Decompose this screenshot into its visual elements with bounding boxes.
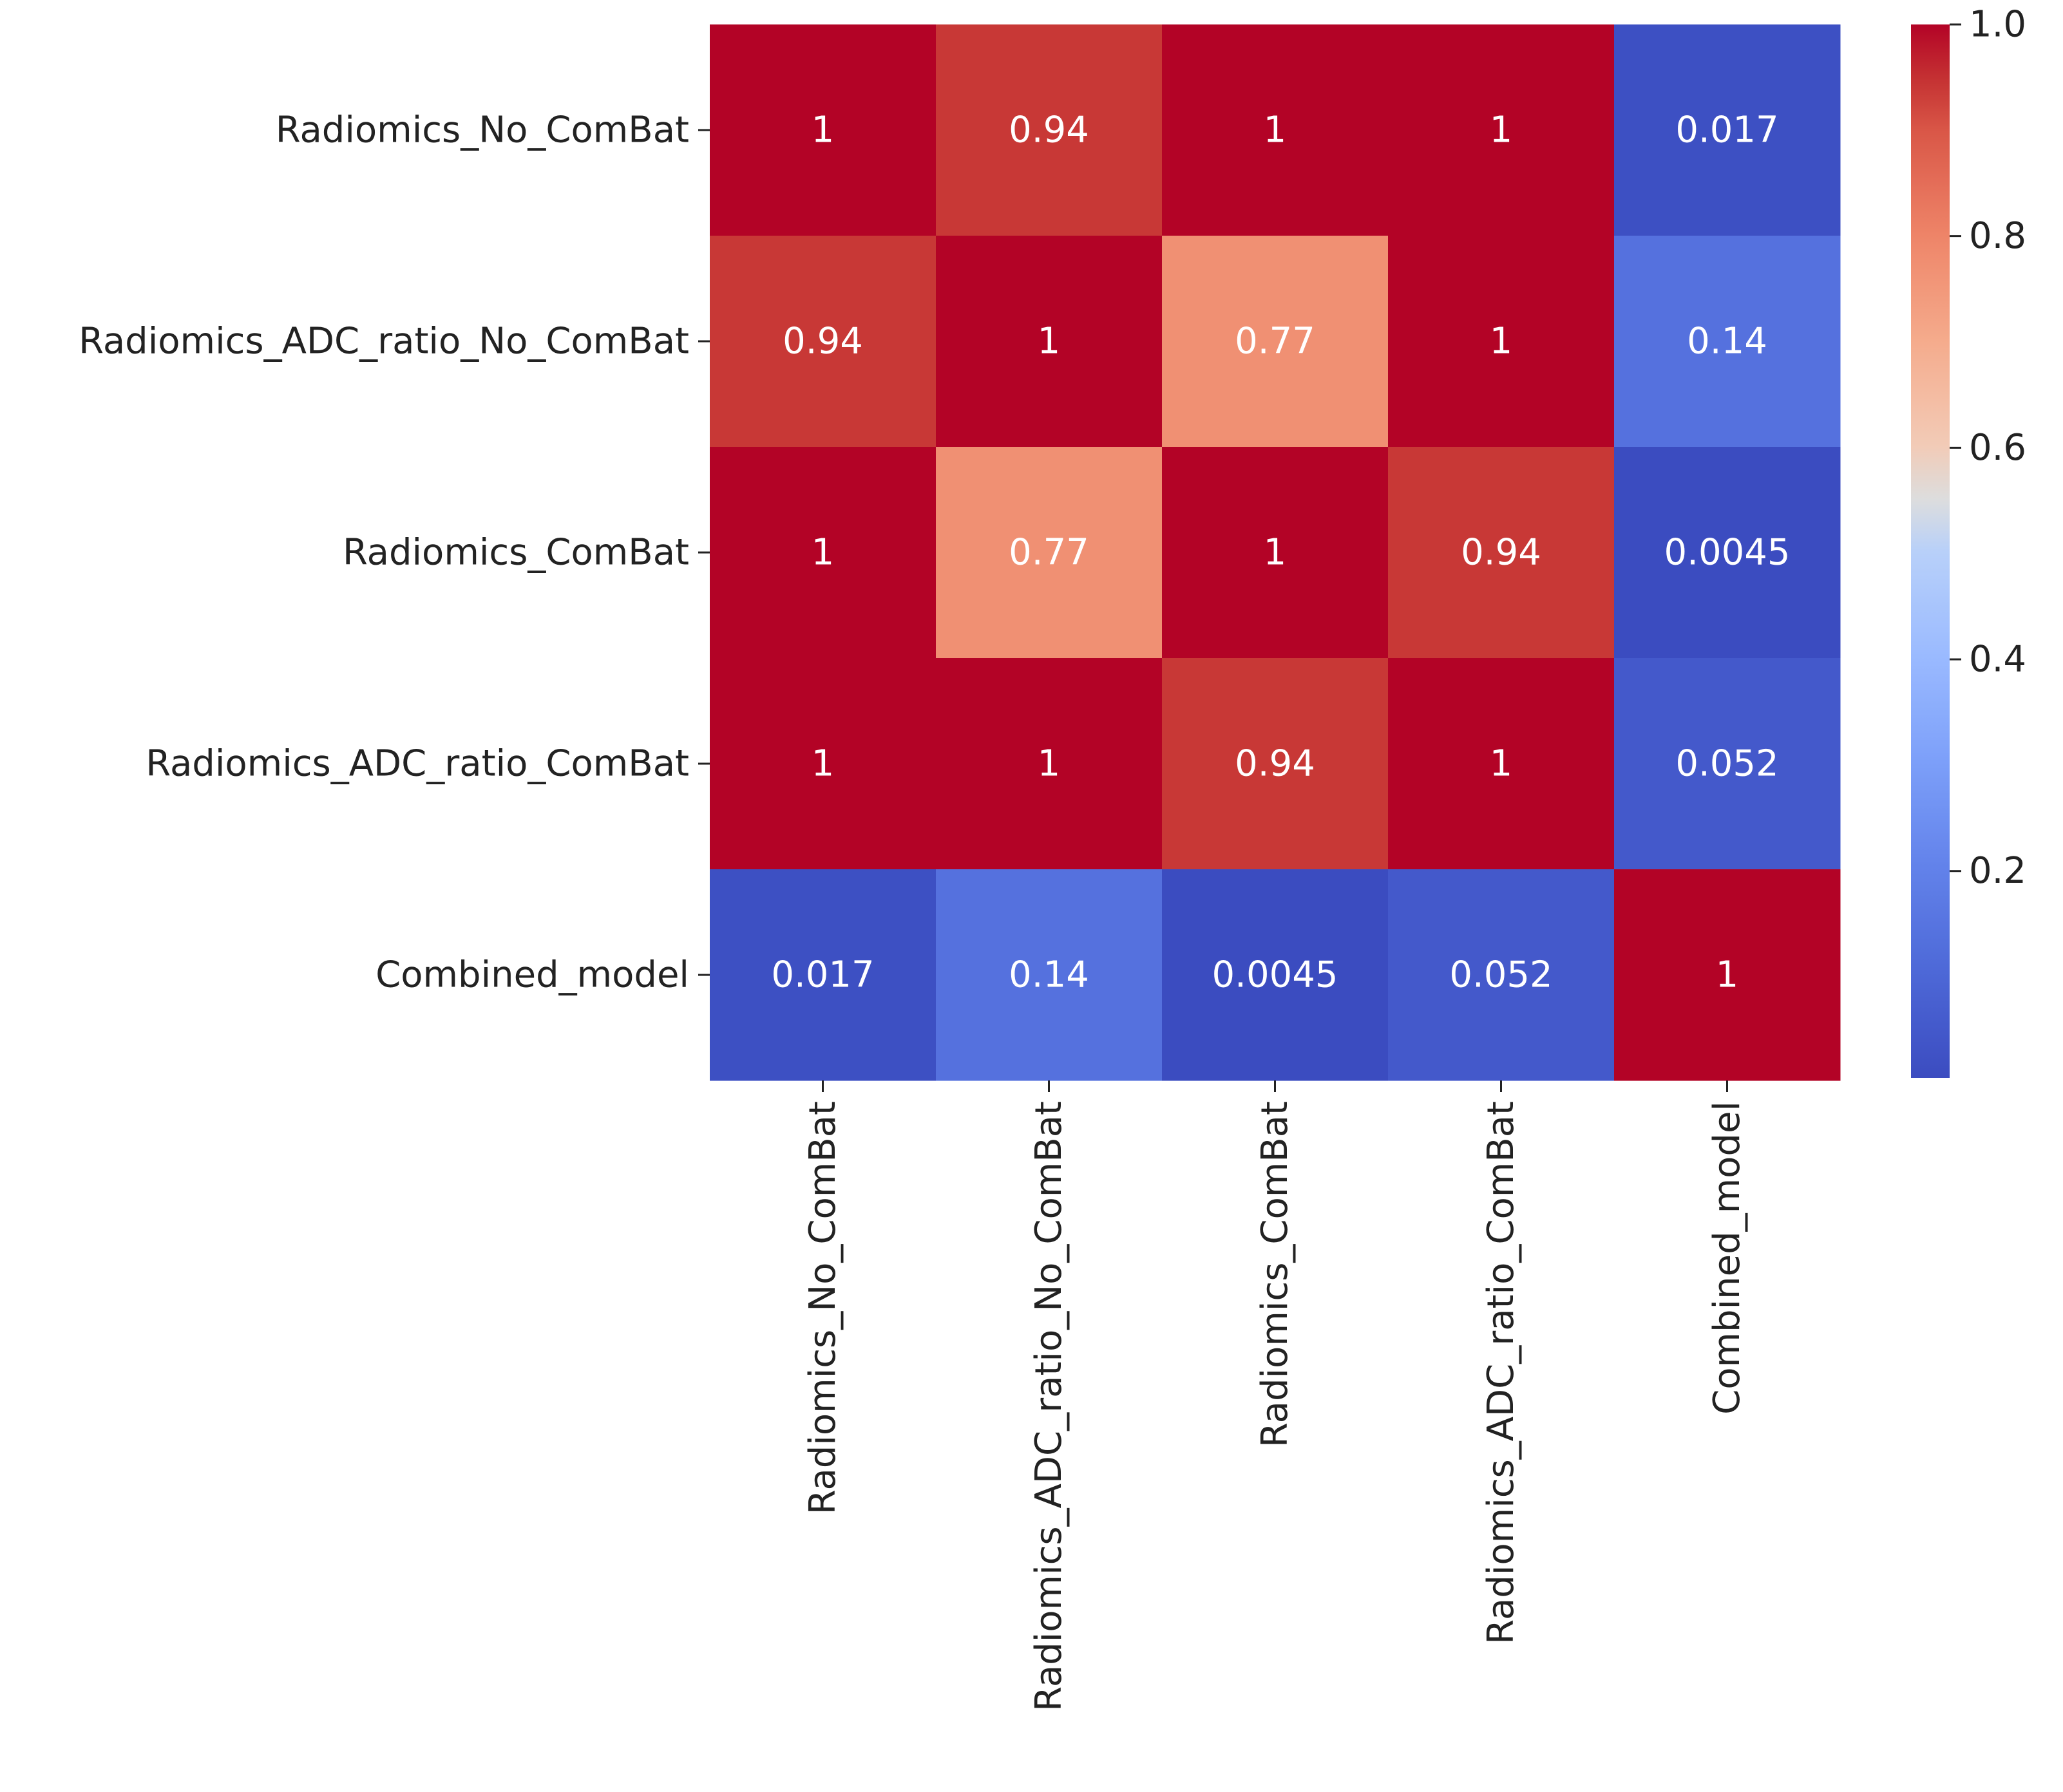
- cell-annotation-r2-c2: 1: [1264, 532, 1287, 574]
- heatmap-cell-r2-c4: [1614, 447, 1841, 659]
- cell-annotation-r4-c4: 1: [1716, 954, 1739, 996]
- heatmap-cell-r0-c3: [1388, 24, 1615, 236]
- cell-annotation-r2-c4: 0.0045: [1664, 532, 1791, 574]
- colorbar-tick-label: 0.2: [1969, 850, 2026, 892]
- heatmap-cell-r1-c2: [1162, 236, 1389, 448]
- y-tick-label: Radiomics_ADC_ratio_No_ComBat: [79, 321, 689, 363]
- heatmap-cell-r3-c2: [1162, 658, 1389, 870]
- y-tick-label: Radiomics_ADC_ratio_ComBat: [146, 743, 689, 785]
- x-tick-label: Radiomics_ADC_ratio_No_ComBat: [1028, 1101, 1070, 1712]
- cell-annotation-r1-c0: 0.94: [783, 321, 863, 363]
- colorbar-tick-label: 1.0: [1969, 4, 2026, 46]
- heatmap-cell-r3-c0: [710, 658, 936, 870]
- cell-annotation-r0-c1: 0.94: [1009, 109, 1089, 151]
- heatmap-cell-r4-c1: [936, 869, 1163, 1081]
- heatmap-cell-r1-c4: [1614, 236, 1841, 448]
- cell-annotation-r0-c4: 0.017: [1675, 109, 1778, 151]
- x-tick-label: Radiomics_ComBat: [1254, 1101, 1296, 1448]
- cell-annotation-r1-c1: 1: [1038, 321, 1061, 363]
- y-tick-label: Radiomics_No_ComBat: [276, 109, 689, 151]
- heatmap-cell-r1-c3: [1388, 236, 1615, 448]
- x-tick-label: Combined_model: [1706, 1101, 1748, 1415]
- y-axis: Radiomics_No_ComBat Radiomics_ADC_ratio_N…: [79, 109, 710, 996]
- heatmap-cell-r4-c3: [1388, 869, 1615, 1081]
- cell-annotation-r2-c0: 1: [812, 532, 835, 574]
- x-tick-label: Radiomics_No_ComBat: [802, 1101, 844, 1514]
- heatmap-cell-r1-c0: [710, 236, 936, 448]
- y-tick-label: Combined_model: [376, 954, 689, 996]
- heatmap-cell-r2-c2: [1162, 447, 1389, 659]
- cell-annotation-r4-c3: 0.052: [1449, 954, 1552, 996]
- cell-annotation-r1-c2: 0.77: [1235, 321, 1315, 363]
- heatmap-cell-r2-c3: [1388, 447, 1615, 659]
- cell-annotation-r0-c3: 1: [1490, 109, 1513, 151]
- colorbar: 0.2 0.4 0.6 0.8 1.0: [1911, 4, 2026, 1078]
- cell-annotation-r0-c0: 1: [812, 109, 835, 151]
- heatmap-cell-r2-c1: [936, 447, 1163, 659]
- cell-annotation-r1-c3: 1: [1490, 321, 1513, 363]
- heatmap-cell-r0-c4: [1614, 24, 1841, 236]
- cell-annotation-r2-c1: 0.77: [1009, 532, 1089, 574]
- heatmap-cells: [710, 24, 1841, 1081]
- y-tick-label: Radiomics_ComBat: [343, 532, 689, 574]
- heatmap-cell-r4-c0: [710, 869, 936, 1081]
- cell-annotation-r3-c0: 1: [812, 743, 835, 785]
- heatmap-cell-r4-c4: [1614, 869, 1841, 1081]
- cell-annotation-r3-c1: 1: [1038, 743, 1061, 785]
- heatmap-cell-r0-c2: [1162, 24, 1389, 236]
- colorbar-tick-label: 0.4: [1969, 639, 2026, 681]
- heatmap-cell-r0-c1: [936, 24, 1163, 236]
- cell-annotation-r3-c4: 0.052: [1675, 743, 1778, 785]
- heatmap-cell-r4-c2: [1162, 869, 1389, 1081]
- heatmap-cell-r0-c0: [710, 24, 936, 236]
- cell-annotation-r3-c3: 1: [1490, 743, 1513, 785]
- cell-annotation-r2-c3: 0.94: [1461, 532, 1541, 574]
- heatmap-cell-r3-c3: [1388, 658, 1615, 870]
- x-tick-label: Radiomics_ADC_ratio_ComBat: [1480, 1101, 1522, 1645]
- heatmap-cell-r3-c1: [936, 658, 1163, 870]
- cell-annotation-r4-c0: 0.017: [771, 954, 874, 996]
- cell-annotation-r0-c2: 1: [1264, 109, 1287, 151]
- heatmap-cell-r1-c1: [936, 236, 1163, 448]
- heatmap-annotations: 1 0.94 1 1 0.017 0.94 1 0.77 1 0.14 1 0.77 1 0.94 0.00…: [771, 109, 1790, 996]
- x-axis: Radiomics_No_ComBat Radiomics_ADC_ratio_N…: [802, 1080, 1748, 1712]
- colorbar-gradient: [1911, 24, 1950, 1078]
- cell-annotation-r3-c2: 0.94: [1235, 743, 1315, 785]
- heatmap-cell-r3-c4: [1614, 658, 1841, 870]
- cell-annotation-r4-c1: 0.14: [1009, 954, 1089, 996]
- heatmap-cell-r2-c0: [710, 447, 936, 659]
- cell-annotation-r4-c2: 0.0045: [1212, 954, 1338, 996]
- cell-annotation-r1-c4: 0.14: [1687, 321, 1767, 363]
- colorbar-tick-label: 0.8: [1969, 215, 2026, 257]
- colorbar-tick-label: 0.6: [1969, 427, 2026, 469]
